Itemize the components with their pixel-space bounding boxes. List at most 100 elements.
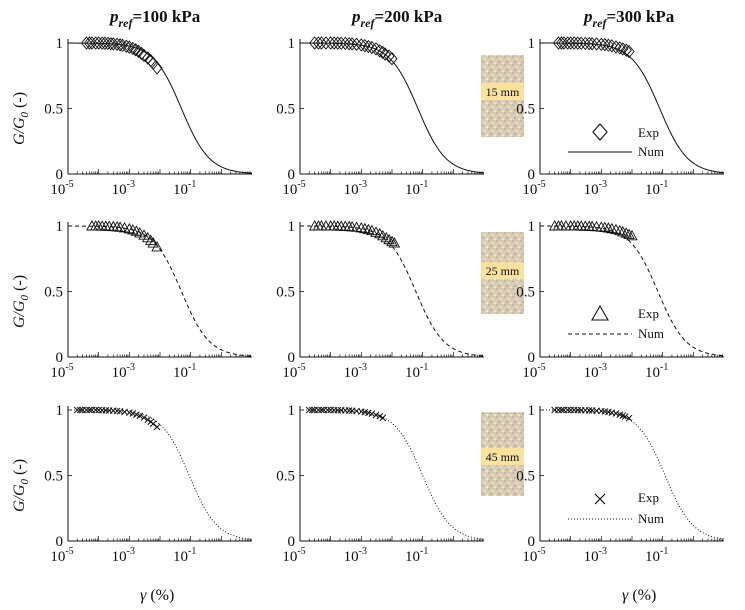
exp-point-triangle [614, 224, 626, 236]
x-tick-label: 10-1 [405, 362, 428, 381]
exp-point-cross [608, 409, 616, 416]
exp-point-triangle [127, 224, 139, 235]
y-axis-labels: G/G0 (-) G/G0 (-) G/G0 (-) [11, 92, 31, 512]
exp-point-triangle [380, 231, 393, 243]
exp-point-cross [612, 410, 620, 417]
x-tick-label: 10-5 [50, 546, 73, 565]
exp-point-triangle [599, 221, 611, 233]
x-tick-label: 10-1 [405, 179, 428, 198]
exp-point-cross [315, 406, 322, 414]
exp-point-diamond [620, 43, 632, 57]
exp-point-cross [555, 406, 562, 414]
exp-point-cross [76, 406, 84, 414]
panel-row2-col2: 0 0.5 1 10-5 10-3 10-1 [276, 219, 485, 381]
y-tick-label: 0 [528, 167, 536, 183]
exp-point-cross [86, 406, 93, 414]
y-tick-label: 0 [528, 534, 536, 550]
legends: Exp Num Exp Num Exp Num [568, 123, 664, 526]
exp-point-diamond [606, 39, 618, 53]
exp-point-diamond [138, 48, 150, 63]
panels: 0 0.5 1 10-5 10-3 10-1 0 0.5 1 10-5 10-3 10-1 0 0.5 1 1… [44, 36, 725, 565]
exp-point-diamond [312, 36, 325, 50]
exp-point-diamond [599, 38, 611, 52]
exp-point-cross [83, 406, 90, 414]
legend-triangle-marker [591, 304, 609, 321]
exp-point-triangle [359, 222, 371, 234]
exp-point-cross [564, 406, 572, 414]
y-tick-label: 1 [56, 219, 64, 235]
exp-point-diamond [383, 49, 395, 63]
panel-row1-col2: 0 0.5 1 10-5 10-3 10-1 [276, 36, 485, 198]
y-tick-label: 1 [288, 36, 296, 52]
exp-point-triangle [147, 237, 159, 248]
panel-row3-col3: 0 0.5 1 10-5 10-3 10-1 [516, 403, 725, 565]
y-tick-label: 0.5 [276, 469, 295, 485]
x-tick-label: 10-3 [344, 179, 367, 198]
exp-point-diamond [359, 38, 371, 53]
num-series-line [300, 409, 485, 540]
exp-point-cross [379, 414, 387, 422]
exp-point-diamond [572, 36, 584, 50]
exp-point-diamond [362, 39, 374, 54]
y-axis-label-row1: G/G0 (-) [11, 92, 31, 145]
exp-point-diamond [610, 40, 622, 54]
exp-point-diamond [96, 36, 108, 50]
x-tick-label: 10-3 [112, 179, 135, 198]
exp-point-diamond [120, 39, 132, 53]
exp-point-diamond [374, 44, 386, 58]
exp-point-triangle [123, 222, 136, 234]
exp-point-cross [140, 414, 148, 421]
y-tick-label: 0.5 [44, 469, 63, 485]
y-tick-label: 0.5 [44, 102, 63, 118]
x-tick-label: 10-5 [50, 179, 73, 198]
sample-label-15mm: 15 mm [486, 85, 520, 99]
legend-num-label-row3: Num [638, 511, 664, 526]
exp-point-diamond [370, 42, 382, 56]
exp-point-triangle [383, 233, 395, 245]
exp-point-cross [585, 407, 593, 414]
panel-row2-col3: 0 0.5 1 10-5 10-3 10-1 [516, 219, 725, 381]
y-tick-label: 0.5 [276, 285, 295, 301]
x-tick-label: 10-5 [50, 362, 73, 381]
exp-point-triangle [362, 223, 375, 235]
x-axis-labels: γ (%) γ (%) [140, 587, 656, 604]
sample-label-45mm: 45 mm [486, 450, 520, 464]
exp-point-cross [368, 410, 376, 418]
x-tick-label: 10-1 [173, 179, 196, 198]
panel-row3-col1: 0 0.5 1 10-5 10-3 10-1 [44, 403, 253, 565]
y-tick-label: 0 [288, 167, 296, 183]
exp-point-diamond [617, 42, 629, 56]
exp-point-cross [558, 406, 565, 414]
legend-exp-label-row2: Exp [638, 306, 659, 321]
exp-point-cross [136, 412, 144, 420]
exp-point-diamond [114, 38, 126, 52]
exp-point-diamond [335, 36, 347, 50]
legend-row3: Exp Num [568, 490, 664, 526]
exp-point-diamond [595, 37, 607, 52]
exp-point-diamond [590, 37, 603, 51]
y-tick-label: 0.5 [516, 102, 535, 118]
panel-row1-col1: 0 0.5 1 10-5 10-3 10-1 [44, 36, 253, 198]
exp-point-triangle [610, 223, 622, 235]
exp-point-cross [372, 411, 380, 419]
column-title-2: pref=200 kPa [350, 7, 443, 30]
y-tick-label: 0.5 [276, 102, 295, 118]
y-tick-label: 0 [288, 534, 296, 550]
x-tick-label: 10-3 [584, 179, 607, 198]
exp-point-cross [144, 416, 152, 424]
exp-point-triangle [130, 225, 143, 236]
exp-point-diamond [130, 43, 142, 57]
column-titles: pref=100 kPa pref=200 kPa pref=300 kPa [108, 7, 675, 30]
x-tick-label: 10-5 [282, 179, 305, 198]
num-series-line [540, 225, 725, 357]
exp-point-cross [153, 423, 161, 431]
y-tick-label: 0.5 [516, 285, 535, 301]
exp-point-diamond [583, 36, 595, 51]
y-tick-label: 0.5 [516, 469, 535, 485]
exp-point-diamond [614, 41, 626, 55]
exp-point-diamond [332, 36, 344, 50]
exp-point-diamond [623, 44, 635, 59]
exp-point-cross [625, 414, 633, 422]
y-tick-label: 1 [528, 36, 536, 52]
